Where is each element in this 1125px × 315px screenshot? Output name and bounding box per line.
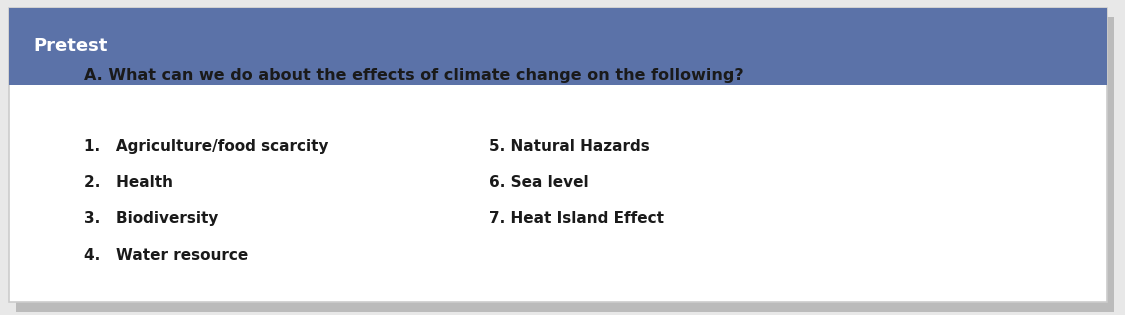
Text: 4.   Water resource: 4. Water resource [84,248,249,263]
Text: A. What can we do about the effects of climate change on the following?: A. What can we do about the effects of c… [84,68,744,83]
Text: 3.   Biodiversity: 3. Biodiversity [84,211,218,226]
Text: 7. Heat Island Effect: 7. Heat Island Effect [489,211,665,226]
FancyBboxPatch shape [9,8,1107,85]
FancyBboxPatch shape [9,8,1107,302]
Text: 1.   Agriculture/food scarcity: 1. Agriculture/food scarcity [84,139,328,154]
Text: 5. Natural Hazards: 5. Natural Hazards [489,139,650,154]
Text: 2.   Health: 2. Health [84,175,173,190]
Text: Pretest: Pretest [34,37,108,55]
FancyBboxPatch shape [16,17,1114,312]
Text: 6. Sea level: 6. Sea level [489,175,590,190]
